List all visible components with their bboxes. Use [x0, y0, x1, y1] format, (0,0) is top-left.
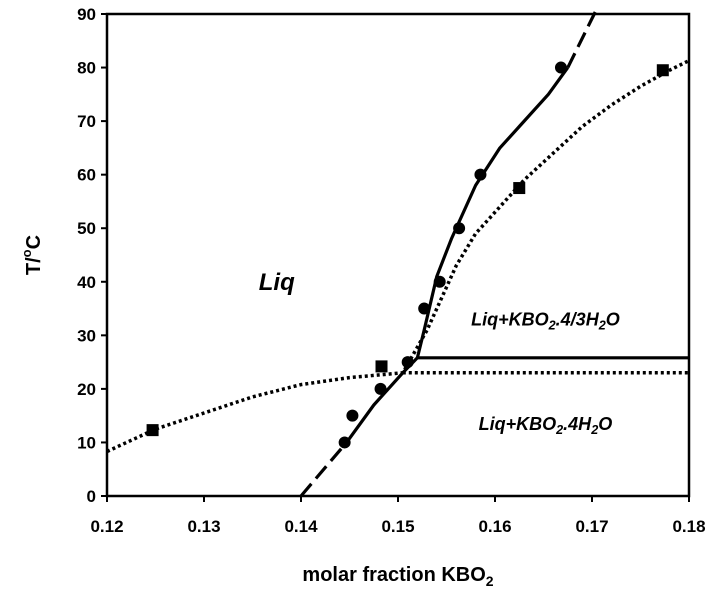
circle-point-6	[453, 222, 466, 235]
x-axis-title-sub: 2	[486, 573, 494, 589]
region-label-1-part-4: O	[606, 310, 620, 330]
y-axis-title-sup: o	[19, 249, 34, 257]
phase-boundary-curves	[106, 7, 690, 498]
curve-dashed-0	[299, 441, 348, 498]
y-tick-label-2: 20	[77, 380, 96, 399]
circle-point-4	[418, 302, 431, 315]
circle-point-2	[374, 382, 387, 395]
y-tick-label-8: 80	[77, 59, 96, 78]
square-point-3	[656, 64, 669, 77]
x-tick-label-4: 0.16	[478, 517, 511, 536]
x-tick-label-6: 0.18	[672, 517, 705, 536]
region-label-2-part-2: .4H	[563, 414, 592, 434]
data-points	[146, 61, 669, 449]
y-axis-title-tail: C	[23, 235, 45, 249]
y-tick-label-3: 30	[77, 326, 96, 345]
x-tick-label-5: 0.17	[575, 517, 608, 536]
curve-dashed-2	[566, 7, 599, 69]
circle-point-5	[433, 275, 446, 288]
region-label-1: Liq+KBO2.4/3H2O	[471, 310, 620, 333]
region-label-2-part-4: O	[598, 414, 612, 434]
x-axis-title: molar fraction KBO2	[302, 564, 493, 589]
region-label-2-part-1: 2	[555, 423, 563, 437]
y-tick-label-5: 50	[77, 219, 96, 238]
circle-point-7	[474, 168, 487, 181]
curve-dotted-3	[106, 59, 690, 454]
y-tick-label-0: 0	[87, 487, 96, 506]
region-label-1-part-0: Liq+KBO	[471, 310, 549, 330]
region-label-0-part-0: Liq	[259, 269, 295, 296]
y-tick-label-4: 40	[77, 273, 96, 292]
square-point-1	[375, 360, 388, 373]
y-axis-title: T/oC	[19, 235, 45, 275]
circle-point-8	[554, 61, 567, 74]
circle-point-1	[346, 409, 359, 422]
x-tick-label-3: 0.15	[381, 517, 414, 536]
curve-solid-1	[345, 66, 570, 444]
region-label-2-part-3: 2	[590, 423, 598, 437]
x-tick-label-1: 0.13	[187, 517, 220, 536]
x-axis-ticks: 0.12 0.13 0.14 0.15 0.16 0.17 0.18	[90, 496, 706, 536]
region-label-1-part-1: 2	[548, 319, 556, 333]
x-tick-label-2: 0.14	[284, 517, 318, 536]
y-axis-ticks: 0 10 20 30 40 50 60 70 80 90	[77, 5, 107, 506]
y-tick-label-1: 10	[77, 433, 96, 452]
region-label-1-part-2: .4/3H	[556, 310, 600, 330]
region-label-2-part-0: Liq+KBO	[479, 414, 557, 434]
circle-point-3	[401, 356, 414, 369]
y-tick-label-9: 90	[77, 5, 96, 24]
square-point-0	[146, 424, 159, 437]
y-tick-label-7: 70	[77, 112, 96, 131]
x-tick-label-0: 0.12	[90, 517, 123, 536]
region-label-2: Liq+KBO2.4H2O	[479, 414, 613, 437]
square-point-2	[513, 182, 526, 195]
plot-frame	[105, 12, 691, 498]
region-label-0: Liq	[259, 269, 295, 296]
y-tick-label-6: 60	[77, 166, 96, 185]
y-axis-title-main: T/	[23, 257, 45, 275]
x-axis-title-main: molar fraction KBO	[302, 564, 485, 586]
region-label-1-part-3: 2	[598, 319, 606, 333]
circle-point-0	[338, 436, 351, 449]
